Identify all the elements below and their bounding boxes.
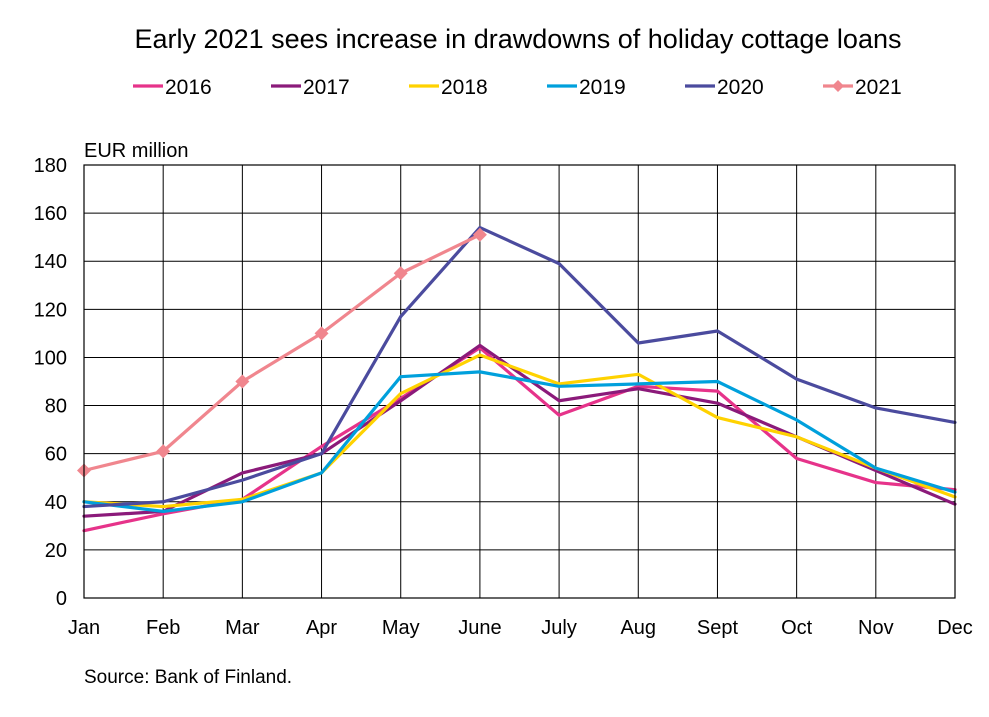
x-tick-label: June [458,617,501,639]
legend-item-2021: 2021 [823,76,902,99]
series-2018 [82,353,957,509]
legend-label: 2019 [579,76,626,99]
series-2019 [82,370,957,513]
legend-label: 2016 [165,76,212,99]
data-point-2021 [472,227,487,242]
chart-title: Early 2021 sees increase in drawdowns of… [135,24,902,54]
data-point-2021 [235,374,250,389]
series-line-2021 [82,233,482,473]
x-ticks: Jan Feb Mar Apr May June July Aug Sept Oct Nov Dec [68,617,973,639]
y-tick-label: 120 [34,299,67,321]
x-tick-label: Nov [858,617,894,639]
series-2021 [77,227,487,478]
y-tick-label: 180 [34,155,67,177]
x-tick-label: Sept [697,617,739,639]
series-2020 [82,225,957,509]
legend-label: 2018 [441,76,488,99]
y-tick-label: 160 [34,203,67,225]
x-tick-label: Feb [146,617,180,639]
legend: 2016 2017 2018 2019 2020 2021 [133,76,902,99]
y-tick-label: 60 [45,444,67,466]
source-note: Source: Bank of Finland. [84,667,292,688]
legend-marker [832,80,844,92]
legend-label: 2021 [855,76,902,99]
x-tick-label: Jan [68,617,100,639]
legend-item-2018: 2018 [409,76,488,99]
y-tick-label: 140 [34,251,67,273]
x-tick-label: Mar [225,617,260,639]
x-tick-label: Aug [620,617,656,639]
legend-item-2016: 2016 [133,76,212,99]
data-point-2021 [156,444,171,459]
y-tick-label: 100 [34,347,67,369]
y-axis-label: EUR million [84,140,188,162]
legend-label: 2017 [303,76,350,99]
data-point-2021 [314,326,329,341]
y-tick-label: 40 [45,492,67,514]
x-tick-label: Dec [937,617,973,639]
y-ticks: 0 20 40 60 80 100 120 140 160 180 [34,155,67,610]
series-line-2019 [82,370,957,513]
data-point-2021 [393,266,408,281]
series-line-2020 [82,225,957,509]
x-tick-label: July [541,617,577,639]
series-line-2018 [82,353,957,509]
legend-item-2019: 2019 [547,76,626,99]
x-tick-label: Apr [306,617,337,639]
y-tick-label: 80 [45,396,67,418]
legend-item-2017: 2017 [271,76,350,99]
legend-label: 2020 [717,76,764,99]
legend-item-2020: 2020 [685,76,764,99]
plot-frame [83,164,956,599]
x-tick-label: May [382,617,420,639]
y-tick-label: 20 [45,540,67,562]
y-tick-label: 0 [56,588,67,610]
x-tick-label: Oct [781,617,813,639]
series-group [77,225,957,533]
